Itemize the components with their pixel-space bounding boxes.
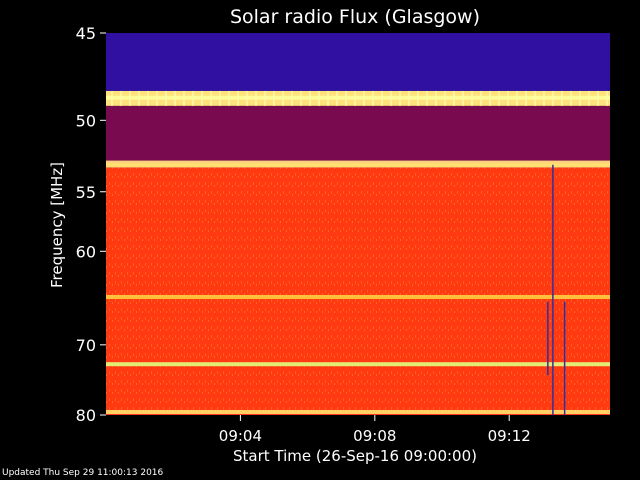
y-tick-label-2: 55 [76, 183, 96, 202]
y-axis-ticks: 45 50 55 60 70 80 [76, 24, 106, 425]
y-tick-label-4: 70 [76, 336, 96, 355]
x-tick-label-0: 09:04 [219, 427, 262, 445]
y-tick-label-0: 45 [76, 24, 96, 43]
plot-area [106, 33, 610, 415]
bright-line-3 [106, 362, 610, 367]
x-axis-label: Start Time (26-Sep-16 09:00:00) [233, 447, 477, 465]
burst-lines [547, 164, 566, 415]
update-timestamp: Updated Thu Sep 29 11:00:13 2016 [2, 468, 164, 478]
y-tick-label-5: 80 [76, 406, 96, 425]
y-tick-label-3: 60 [76, 242, 96, 261]
bright-line-0 [106, 95, 610, 100]
y-tick-label-1: 50 [76, 111, 96, 130]
x-tick-label-1: 09:08 [353, 427, 396, 445]
band-texture [106, 167, 610, 415]
chart-title: Solar radio Flux (Glasgow) [230, 6, 480, 28]
bright-line-1 [106, 162, 610, 167]
y-axis-label: Frequency [MHz] [48, 162, 66, 288]
x-axis-ticks: 09:04 09:08 09:12 [219, 415, 531, 445]
band-2 [106, 105, 610, 161]
band-0 [106, 33, 610, 91]
x-tick-label-2: 09:12 [488, 427, 531, 445]
bright-line-2 [106, 294, 610, 299]
bright-line-4 [106, 410, 610, 414]
